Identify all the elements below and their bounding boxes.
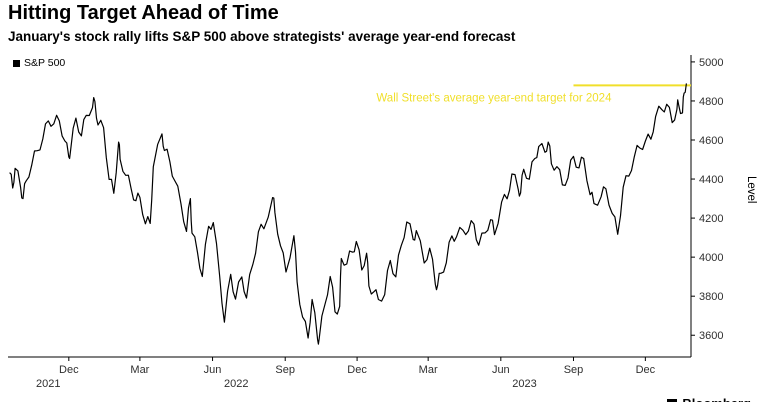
y-tick-label: 3600: [699, 330, 723, 342]
chart-title: Hitting Target Ahead of Time: [8, 2, 279, 24]
y-tick-label: 4200: [699, 213, 723, 225]
sp500-series-path: [9, 83, 687, 345]
x-tick-label: Mar: [419, 364, 438, 376]
x-tick-label: Dec: [59, 364, 79, 376]
x-tick-label: Sep: [564, 364, 584, 376]
year-label: 2021: [36, 378, 60, 390]
year-label: 2023: [512, 378, 536, 390]
bloomberg-logo: Bloomberg: [667, 396, 751, 402]
legend-swatch-icon: [13, 59, 20, 67]
y-tick-label: 5000: [699, 57, 723, 69]
legend: S&P 500: [13, 57, 65, 69]
y-tick-label: 4800: [699, 96, 723, 108]
y-tick-label: 3800: [699, 291, 723, 303]
x-tick-label: Jun: [492, 364, 510, 376]
y-tick-label: 4000: [699, 252, 723, 264]
year-label: 2022: [224, 378, 248, 390]
bloomberg-square-icon: [667, 398, 678, 402]
y-axis-title: Level: [745, 176, 757, 204]
target-label: Wall Street's average year-end target fo…: [376, 92, 612, 104]
x-tick-label: Sep: [275, 364, 295, 376]
x-tick-label: Dec: [347, 364, 367, 376]
x-tick-label: Dec: [636, 364, 656, 376]
y-tick-label: 4400: [699, 174, 723, 186]
x-tick-label: Jun: [204, 364, 222, 376]
x-tick-label: Mar: [130, 364, 149, 376]
chart-subtitle: January's stock rally lifts S&P 500 abov…: [8, 29, 516, 44]
bloomberg-wordmark: Bloomberg: [682, 396, 751, 402]
legend-label: S&P 500: [24, 57, 66, 69]
y-tick-label: 4600: [699, 135, 723, 147]
